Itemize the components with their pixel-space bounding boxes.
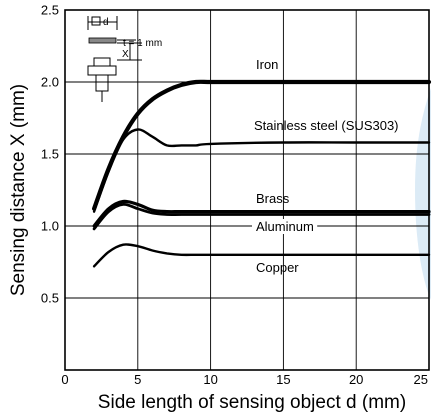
- sensing-object-plate: [88, 37, 117, 44]
- series-label-5: Copper: [256, 260, 299, 275]
- series-line-1: [92, 79, 432, 211]
- series-label-background: [252, 219, 318, 234]
- x-tick-labels: 0 5 10 15 20 25: [61, 372, 428, 387]
- y-tick-label: 2.5: [41, 3, 59, 18]
- y-tick-labels: 0.5 1.0 1.5 2.0 2.5: [41, 3, 59, 306]
- y-tick-label: 2.0: [41, 75, 59, 90]
- y-axis-title: Sensing distance X (mm): [8, 84, 29, 296]
- d-square-icon: [91, 16, 101, 26]
- series-label-3: Brass: [256, 191, 290, 206]
- sensor-head: [93, 57, 111, 67]
- series-label-4: Aluminum: [256, 219, 314, 234]
- x-axis-title: Side length of sensing object d (mm): [98, 392, 406, 413]
- grid: [65, 9, 429, 370]
- series-group: [92, 79, 432, 268]
- thickness-label: t = 1 mm: [123, 38, 162, 49]
- d-label: d: [103, 17, 109, 28]
- y-tick-label: 1.5: [41, 147, 59, 162]
- x-tick-label: 10: [203, 372, 217, 387]
- series-line-2: [92, 128, 431, 213]
- series-labels: Iron Stainless steel (SUS303) Brass Aluminu…: [252, 57, 399, 275]
- y-tick-label: 1.0: [41, 219, 59, 234]
- x-tick-label: 0: [61, 372, 68, 387]
- series-line-5: [92, 243, 431, 268]
- inset-diagram: d t = 1 mm X: [87, 16, 162, 102]
- series-label-1: Iron: [256, 57, 278, 72]
- sensor-body: [95, 74, 109, 92]
- x-tick-label: 25: [414, 372, 428, 387]
- x-distance-label: X: [122, 49, 129, 60]
- x-tick-label: 20: [349, 372, 363, 387]
- x-tick-label: 5: [134, 372, 141, 387]
- x-tick-label: 15: [276, 372, 290, 387]
- series-line-4: [92, 202, 431, 231]
- plot-frame: [64, 9, 430, 371]
- watermark-shape: [415, 88, 431, 300]
- y-tick-label: 0.5: [41, 291, 59, 306]
- series-line-3: [92, 199, 431, 228]
- sensor-nut: [87, 65, 117, 76]
- series-label-2: Stainless steel (SUS303): [254, 118, 399, 133]
